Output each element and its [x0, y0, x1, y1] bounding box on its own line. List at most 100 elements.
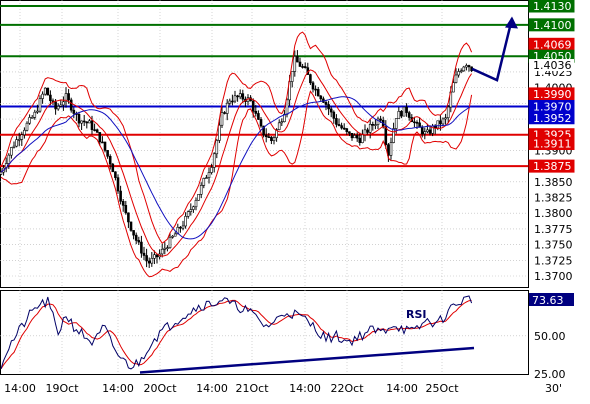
price-candle [264, 128, 268, 143]
candle-body [121, 201, 125, 206]
price-candle [82, 114, 86, 127]
price-candle [459, 68, 463, 74]
candle-body [212, 153, 216, 168]
price-candle [202, 177, 206, 189]
price-candle [103, 141, 107, 153]
candle-body [103, 141, 107, 151]
price-candle [231, 94, 234, 106]
candle-body [257, 113, 260, 120]
price-candle [392, 122, 395, 144]
price-candle [407, 110, 411, 121]
level-label-text: 1.3911 [533, 138, 572, 151]
price-tick-label: 1.3850 [534, 176, 573, 189]
candle-body [342, 127, 346, 130]
candle-body [371, 124, 375, 126]
price-candle [270, 136, 273, 145]
candle-body [413, 121, 416, 124]
price-candle [30, 115, 34, 119]
level-label-box [528, 0, 575, 13]
candle-body [223, 112, 226, 114]
candle-body [298, 61, 302, 67]
price-candle [345, 127, 349, 135]
candle-body [267, 136, 271, 138]
price-candle [166, 245, 169, 252]
candle-body [465, 65, 468, 68]
price-candle [197, 194, 200, 201]
candle-body [389, 142, 393, 156]
candle-body [436, 120, 440, 129]
price-candle [49, 90, 52, 106]
candle-body [233, 95, 237, 102]
candle-body [285, 99, 289, 115]
price-candle [114, 171, 117, 181]
candle-body [106, 150, 109, 157]
candle-body [358, 137, 362, 143]
level-label-box [528, 137, 575, 151]
price-candle [95, 128, 99, 133]
candle-body [319, 95, 323, 100]
price-candle [220, 106, 224, 129]
candle-body [0, 171, 3, 175]
rsi-line [0, 295, 473, 370]
price-candle [17, 132, 21, 147]
candle-body [179, 226, 182, 229]
price-candle [238, 89, 242, 100]
level-label: 1.3911 [528, 137, 575, 151]
candle-body [280, 121, 284, 124]
price-candle [111, 162, 115, 173]
candle-body [90, 120, 94, 130]
candle-body [134, 234, 138, 241]
x-tick-label: 20Oct [143, 382, 177, 395]
price-candle [106, 149, 109, 159]
candle-body [184, 216, 187, 227]
candle-body [220, 112, 224, 126]
candle-body [270, 136, 273, 142]
candle-body [218, 124, 221, 141]
candle-body [124, 205, 128, 214]
price-candle [298, 57, 302, 67]
price-candle [124, 200, 128, 215]
price-candle [400, 110, 403, 119]
candle-body [30, 117, 34, 119]
candle-body [85, 121, 89, 124]
candle-body [215, 140, 219, 155]
candles-group [0, 50, 473, 268]
candle-body [366, 129, 369, 133]
x-tick-label: 14:00 [289, 382, 321, 395]
level-label: 1.3875 [528, 159, 575, 173]
price-candle [93, 123, 96, 132]
candle-body [10, 147, 13, 156]
level-label-box [528, 159, 575, 173]
price-candle [329, 106, 333, 118]
candle-body [353, 135, 356, 139]
candle-body [205, 177, 208, 179]
candle-body [140, 241, 143, 254]
candle-body [155, 254, 159, 258]
candle-body [15, 139, 18, 147]
price-candle [267, 132, 271, 138]
price-candle [446, 105, 450, 124]
candle-body [236, 95, 239, 98]
price-candle [283, 110, 286, 123]
rsi-value-box [529, 293, 574, 306]
price-candle [33, 109, 37, 120]
price-candle [28, 114, 31, 125]
price-candle [194, 197, 198, 211]
candle-body [397, 111, 401, 119]
price-candle [257, 110, 260, 121]
candle-body [64, 93, 68, 103]
price-candle [293, 50, 297, 77]
candle-body [446, 106, 450, 119]
price-candle [259, 117, 263, 128]
candle-body [20, 134, 24, 140]
price-tick-label: 1.3750 [534, 239, 573, 252]
candle-body [361, 134, 364, 143]
candle-body [426, 129, 429, 132]
price-candle [150, 251, 154, 267]
price-candle [368, 119, 372, 139]
price-candle [402, 106, 406, 117]
x-tick-label: 30' [545, 382, 562, 395]
price-candle [233, 90, 237, 103]
level-label: 1.4036 [529, 59, 574, 72]
